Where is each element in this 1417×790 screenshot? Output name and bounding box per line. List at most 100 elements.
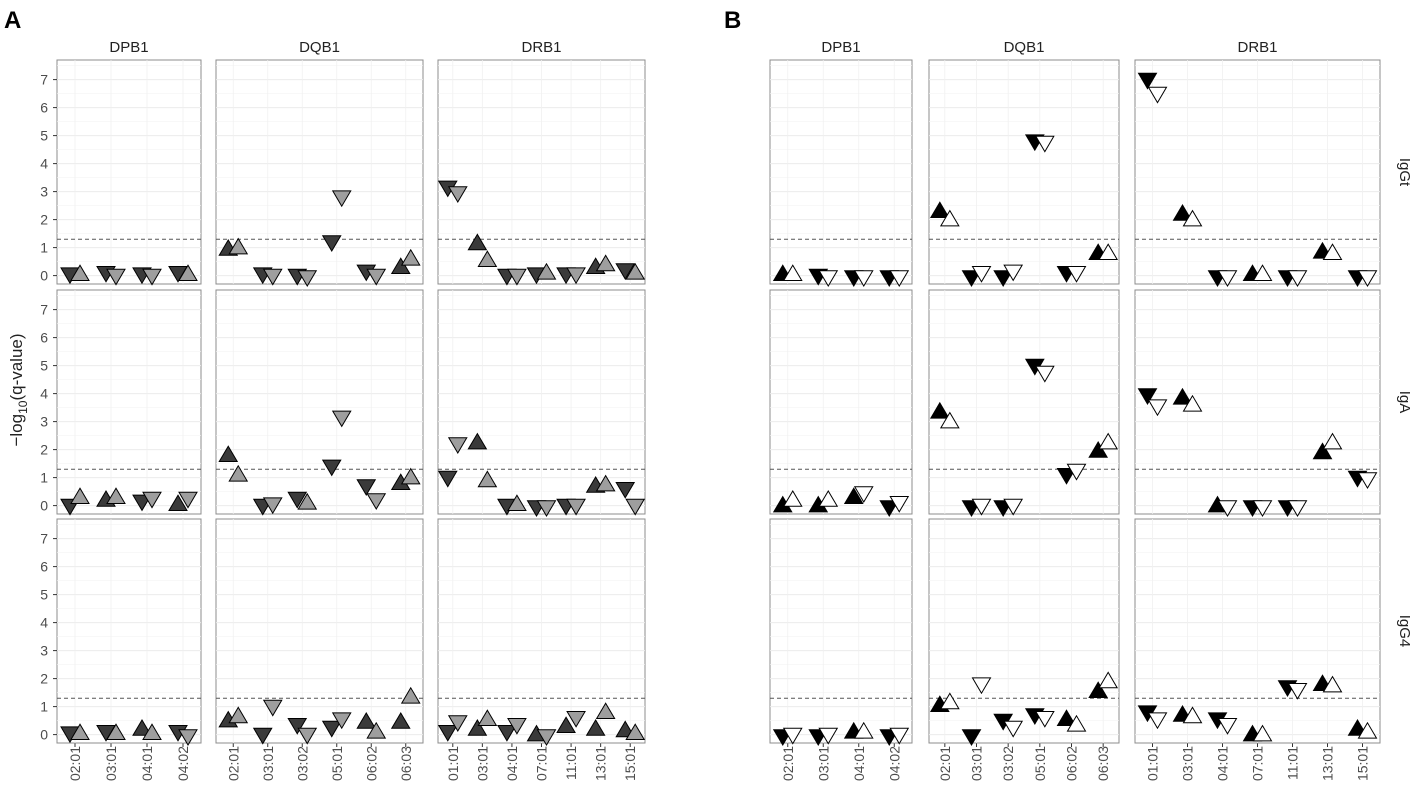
marker-secondary [625,262,646,280]
x-tick-label: 06:03 [1095,746,1111,781]
x-tick-label: 06:03 [398,746,414,781]
y-tick-label: 6 [40,330,48,346]
marker-secondary [782,727,803,745]
x-tick-label: 02:01 [937,746,953,781]
facet-panel [928,59,1120,285]
row-strip-IgGt: IgGt [1396,158,1413,187]
marker-secondary [1287,500,1308,517]
marker-secondary [366,493,387,510]
x-tick-label: 02:01 [780,746,796,781]
marker-secondary [1034,135,1055,153]
marker-primary [321,459,342,477]
x-tick-label: 13:01 [1320,746,1336,781]
marker-secondary [566,267,586,285]
marker-secondary [400,248,421,266]
marker-secondary [595,702,616,719]
y-tick-label: 0 [40,268,48,284]
marker-secondary [1322,675,1343,693]
marker-primary [1172,387,1193,405]
marker-secondary [536,262,557,280]
marker-primary [1312,442,1333,460]
marker-secondary [1098,671,1119,689]
facet-panel [56,518,202,744]
y-tick-label: 0 [40,727,48,743]
y-tick-label: 3 [40,414,48,430]
marker-secondary [1357,721,1378,739]
marker-primary [843,487,864,504]
y-tick-label: 4 [40,156,48,172]
marker-secondary [1357,472,1378,489]
marker-secondary [818,727,839,745]
y-tick-label: 1 [40,240,48,256]
y-tick-label: 7 [40,72,48,88]
marker-primary [1137,388,1158,405]
marker-secondary [1003,720,1024,738]
y-tick-label: 7 [40,302,48,318]
y-tick-label: 3 [40,643,48,659]
marker-primary [556,716,576,733]
marker-primary [1088,681,1109,698]
marker-secondary [1357,270,1378,287]
marker-secondary [447,437,468,454]
y-tick-label: 5 [40,587,48,603]
x-tick-label: 04:02 [886,746,902,781]
marker-secondary [782,264,803,281]
marker-secondary [625,723,646,740]
marker-secondary [853,270,874,287]
y-tick-label: 1 [40,470,48,486]
facet-panel [215,59,424,285]
marker-secondary [818,270,839,287]
x-tick-label: 01:01 [1145,746,1161,781]
marker-primary [1172,204,1193,221]
x-tick-label: 03:01 [1180,746,1196,781]
marker-secondary [536,500,557,517]
marker-primary [467,432,488,450]
y-tick-label: 2 [40,212,48,228]
marker-primary [467,719,488,736]
marker-secondary [142,723,162,740]
marker-secondary [1252,500,1273,517]
marker-secondary [331,190,352,208]
marker-secondary [971,677,992,695]
facet-panel [56,289,202,515]
marker-secondary [297,270,318,287]
x-tick-label: 04:01 [851,746,867,781]
marker-secondary [1182,706,1203,724]
marker-secondary [595,474,616,492]
x-tick-label: 15:01 [622,746,638,781]
facet-panel [769,59,913,285]
marker-primary [929,201,950,218]
y-tick-label: 6 [40,559,48,575]
marker-secondary [477,709,498,726]
marker-secondary [477,250,498,267]
marker-secondary [142,268,162,286]
marker-primary [1056,709,1077,726]
marker-secondary [477,470,498,488]
x-tick-label: 02:01 [67,746,83,781]
facet-panel [215,289,424,515]
gene-strip-DQB1: DQB1 [1004,39,1045,56]
x-tick-label: 15:01 [1355,746,1371,781]
marker-secondary [106,487,126,504]
marker-secondary [1217,500,1238,517]
marker-secondary [70,264,90,281]
marker-secondary [1182,394,1203,412]
x-tick-label: 03:01 [260,746,276,781]
x-tick-label: 04:01 [139,746,155,781]
marker-secondary [889,727,910,745]
marker-primary [615,263,636,280]
facet-panel [215,518,424,744]
marker-primary [879,500,900,517]
marker-primary [321,235,342,252]
x-tick-label: 11:01 [1285,746,1301,780]
marker-secondary [507,718,527,735]
marker-primary [437,725,458,742]
marker-secondary [625,498,646,516]
marker-secondary [262,497,283,515]
marker-secondary [1217,270,1238,287]
marker-secondary [70,723,90,740]
marker-secondary [1252,724,1273,742]
marker-primary [321,720,342,738]
row-strip-IgA: IgA [1396,391,1413,414]
